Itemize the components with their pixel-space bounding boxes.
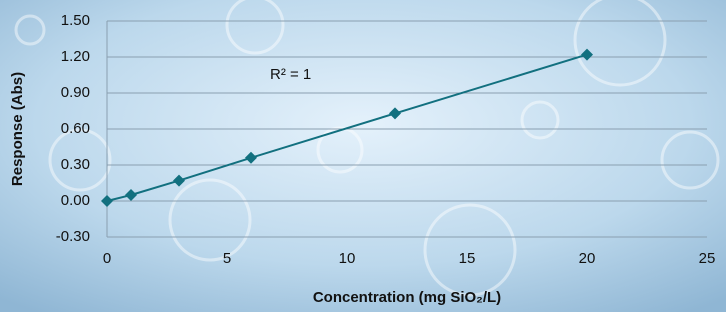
x-tick-label: 10 xyxy=(339,250,356,267)
x-tick-label: 0 xyxy=(103,250,111,267)
y-axis-title: Response (Abs) xyxy=(9,72,26,186)
y-tick-label: 0.30 xyxy=(61,156,90,173)
x-tick-label: 25 xyxy=(699,250,716,267)
x-tick-label: 15 xyxy=(459,250,476,267)
y-tick-label: 0.60 xyxy=(61,120,90,137)
y-tick-label: 1.20 xyxy=(61,48,90,65)
y-tick-label: 0.00 xyxy=(61,192,90,209)
y-tick-label: -0.30 xyxy=(56,228,90,245)
y-tick-label: 0.90 xyxy=(61,84,90,101)
y-tick-label: 1.50 xyxy=(61,12,90,29)
x-tick-label: 20 xyxy=(579,250,596,267)
annotation: R² = 1 xyxy=(270,66,311,83)
x-axis-title: Concentration (mg SiO₂/L) xyxy=(313,289,501,306)
x-tick-label: 5 xyxy=(223,250,231,267)
chart: R² = 1 Concentration (mg SiO₂/L) Respons… xyxy=(0,0,726,312)
